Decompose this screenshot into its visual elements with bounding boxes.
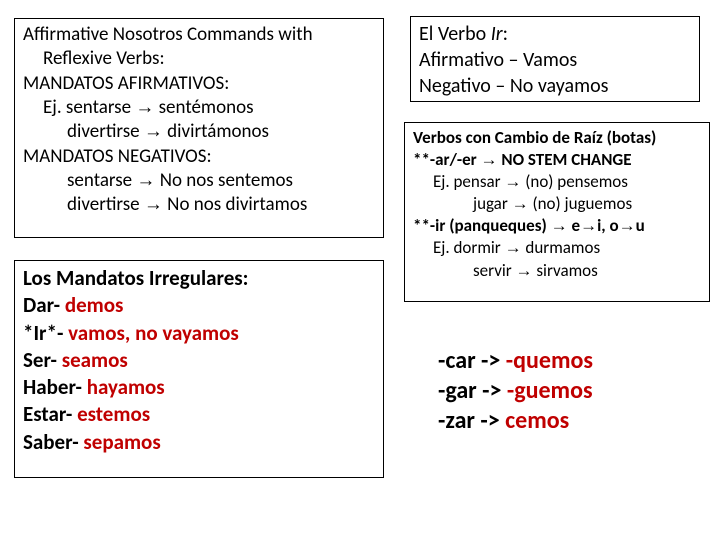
line: MANDATOS AFIRMATIVOS: — [23, 72, 375, 96]
line: Haber- hayamos — [23, 374, 375, 401]
title: Verbos con Cambio de Raíz (botas) — [413, 127, 701, 149]
line: Ej. pensar → (no) pensemos — [413, 171, 701, 193]
line: Affirmative Nosotros Commands with — [23, 23, 375, 47]
line: Reflexive Verbs: — [23, 47, 375, 71]
line: Estar- estemos — [23, 401, 375, 428]
title: Los Mandatos Irregulares: — [23, 265, 375, 292]
line: divertirse → divirtámonos — [23, 120, 375, 144]
line: **-ir (panqueques) → e→i, o→u — [413, 215, 701, 237]
irregular-commands-box: Los Mandatos Irregulares: Dar- demos *Ir… — [14, 260, 384, 478]
line: *Ir*- vamos, no vayamos — [23, 320, 375, 347]
line: sentarse → No nos sentemos — [23, 169, 375, 193]
line: MANDATOS NEGATIVOS: — [23, 145, 375, 169]
line: Ej. dormir → durmamos — [413, 237, 701, 259]
reflexive-commands-box: Affirmative Nosotros Commands with Refle… — [14, 18, 384, 238]
spelling-changes-box: -car -> -quemos -gar -> -guemos -zar -> … — [438, 346, 593, 436]
line: Saber- sepamos — [23, 429, 375, 456]
line: Afirmativo – Vamos — [419, 47, 691, 73]
line: jugar → (no) juguemos — [413, 193, 701, 215]
line: -gar -> -guemos — [438, 376, 593, 406]
line: Negativo – No vayamos — [419, 73, 691, 99]
line: Dar- demos — [23, 292, 375, 319]
line: Ser- seamos — [23, 347, 375, 374]
line: Ej. sentarse → sentémonos — [23, 96, 375, 120]
line: El Verbo Ir: — [419, 21, 691, 47]
line: servir → sirvamos — [413, 260, 701, 282]
verbo-ir-box: El Verbo Ir: Afirmativo – Vamos Negativo… — [410, 16, 700, 102]
stem-change-box: Verbos con Cambio de Raíz (botas) **-ar/… — [404, 122, 710, 302]
line: -zar -> cemos — [438, 406, 593, 436]
line: **-ar/-er → NO STEM CHANGE — [413, 149, 701, 171]
line: divertirse → No nos divirtamos — [23, 193, 375, 217]
line: -car -> -quemos — [438, 346, 593, 376]
